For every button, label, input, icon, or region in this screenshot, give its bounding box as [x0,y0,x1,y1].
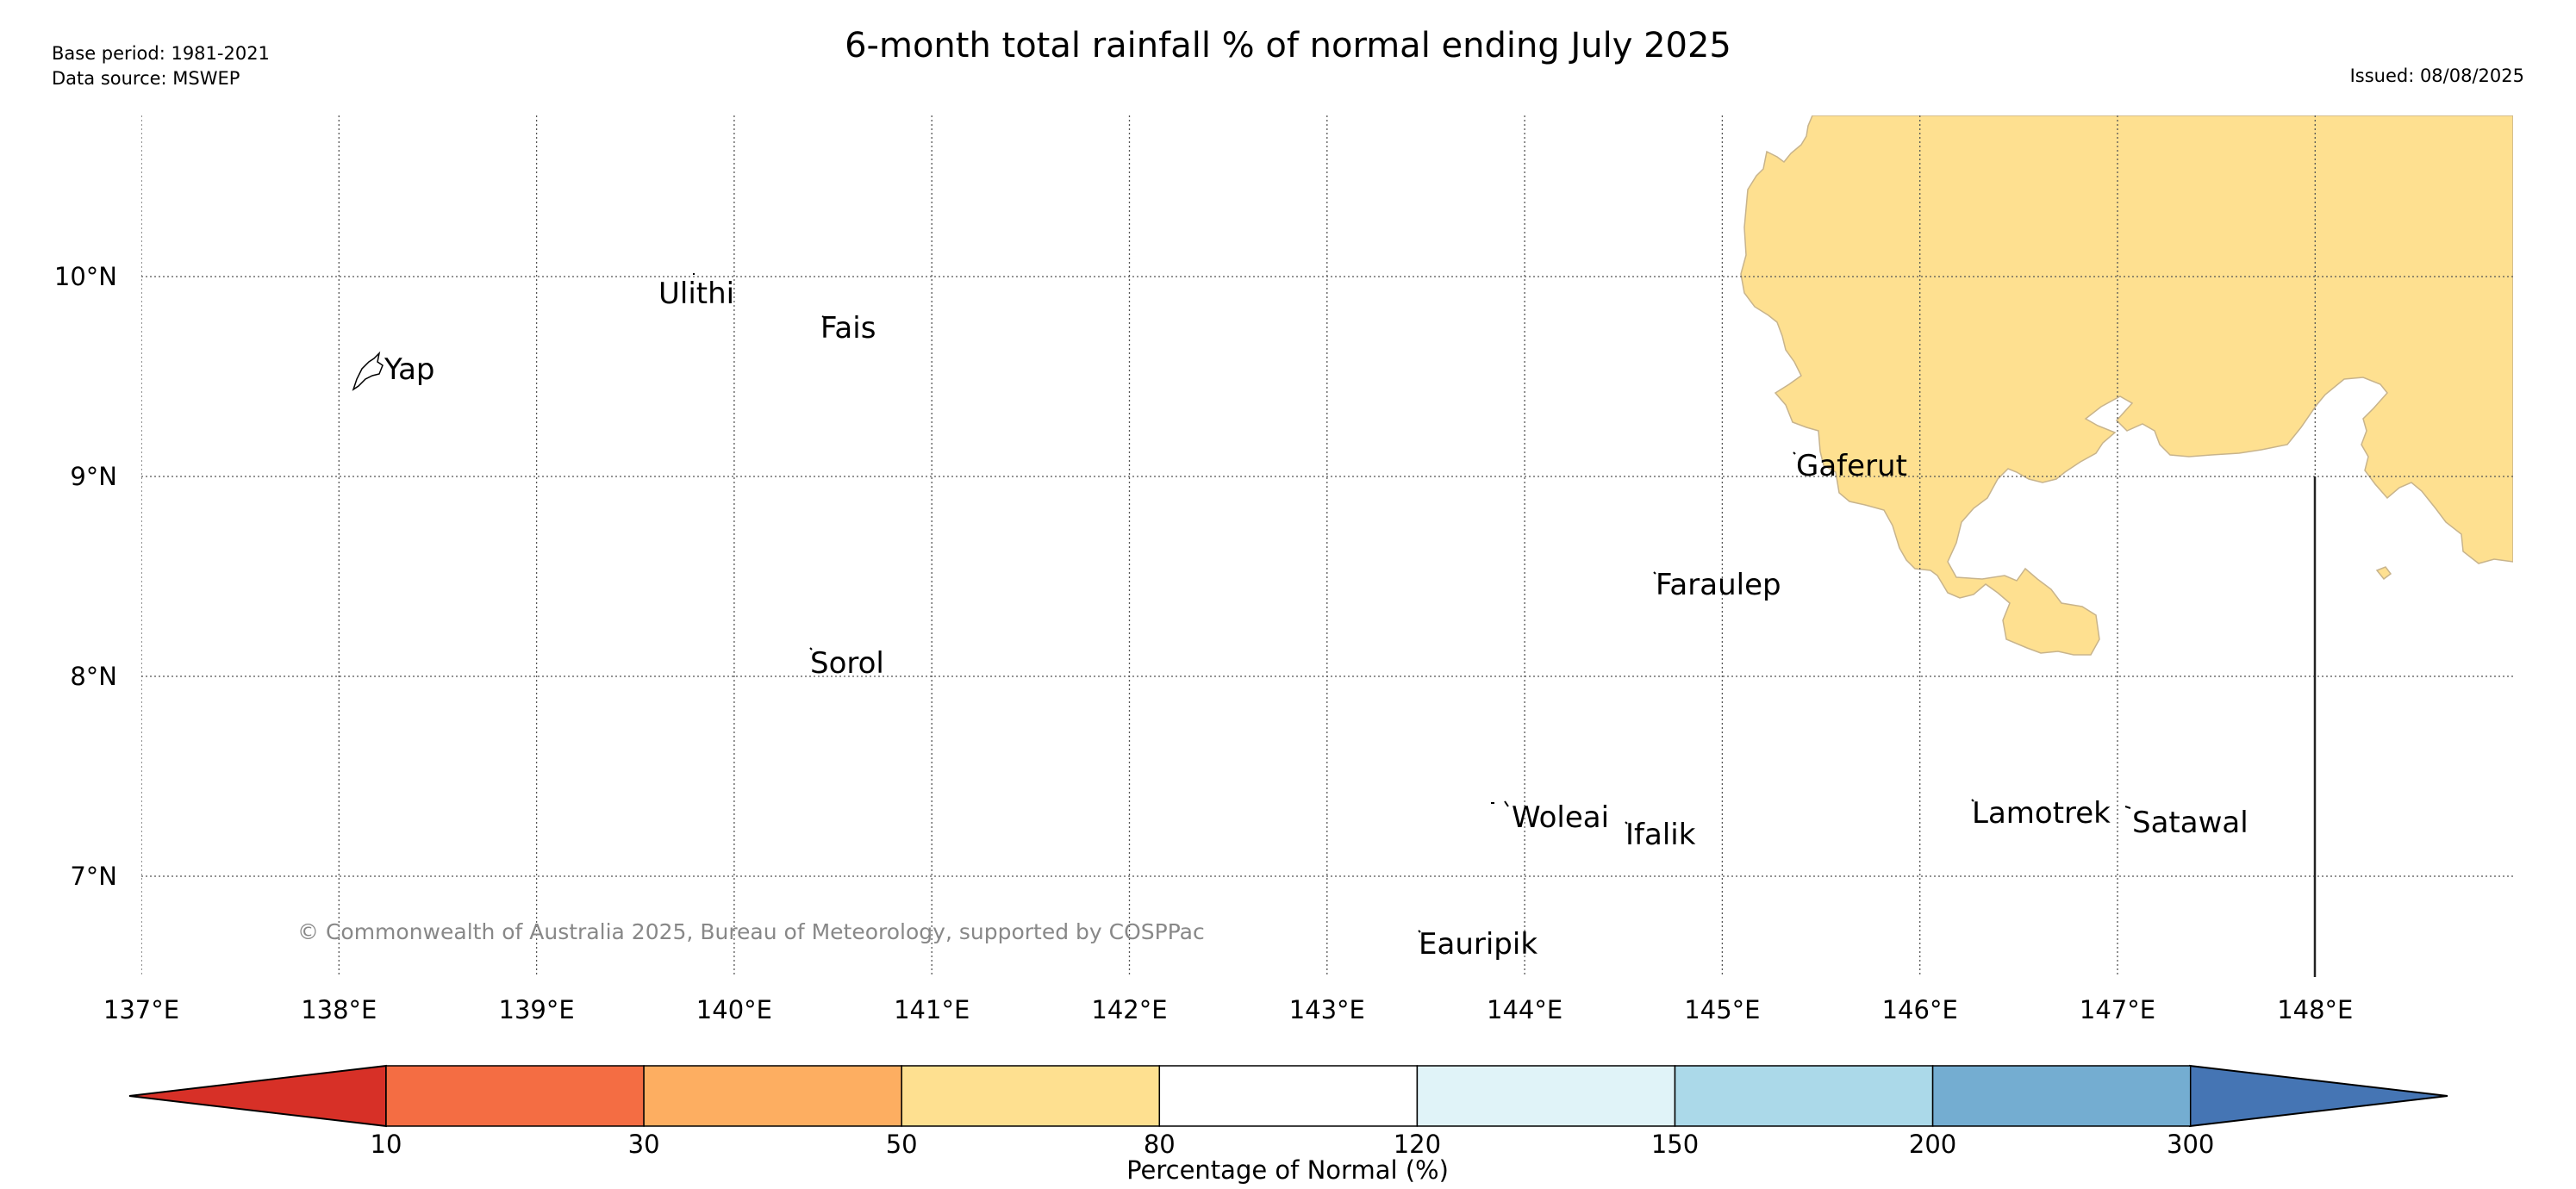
longitude-tick-label: 141°E [894,995,970,1024]
colorbar-tick-label: 50 [886,1130,918,1159]
place-labels: Ulithi Fais Yap Gaferut Faraulep Sorol W… [384,277,2249,962]
longitude-tick-label: 137°E [103,995,179,1024]
map-title: 6-month total rainfall % of normal endin… [845,26,1731,65]
place-label-eauripik: Eauripik [1419,927,1537,962]
base-period: Base period: 1981-2021 [52,43,270,64]
colorbar-tick-label: 10 [371,1130,402,1159]
place-label-faraulep: Faraulep [1656,568,1781,602]
place-label-woleai: Woleai [1512,800,1609,835]
latitude-tick-label: 9°N [70,462,117,491]
longitude-labels: 137°E 138°E 139°E 140°E 141°E 142°E 143°E 144°E… [103,995,2353,1024]
atoll-marks [693,273,2131,933]
latitude-labels: 7°N 8°N 9°N 10°N [54,262,117,891]
latitude-tick-label: 7°N [70,862,117,891]
colorbar-tick-label: 200 [1909,1130,1956,1159]
colorbar-cell [385,1065,645,1127]
colorbar-tick-label: 80 [1144,1130,1176,1159]
colorbar-tick-label: 300 [2167,1130,2214,1159]
rainfall-islet [2375,566,2392,581]
colorbar-tick-label: 120 [1394,1130,1441,1159]
colorbar-cell [1158,1065,1419,1127]
place-label-gaferut: Gaferut [1796,449,1907,483]
latitude-tick-label: 8°N [70,662,117,691]
graticule [141,115,2513,977]
longitude-tick-label: 143°E [1289,995,1365,1024]
map-area [141,115,2513,977]
longitude-tick-label: 146°E [1882,995,1958,1024]
longitude-tick-label: 147°E [2080,995,2155,1024]
place-label-ifalik: Ifalik [1625,818,1696,852]
yap-island [352,351,384,391]
longitude-tick-label: 148°E [2277,995,2353,1024]
issued-date: Issued: 08/08/2025 [2349,65,2524,86]
longitude-tick-label: 144°E [1487,995,1562,1024]
copyright-notice: © Commonwealth of Australia 2025, Bureau… [297,919,1205,944]
map-metadata: Base period: 1981-2021 Data source: MSWE… [52,41,270,91]
longitude-tick-label: 145°E [1684,995,1760,1024]
data-source: Data source: MSWEP [52,68,240,89]
colorbar-cell [1416,1065,1676,1127]
colorbar-cell [1674,1065,1934,1127]
place-label-ulithi: Ulithi [658,277,734,311]
colorbar: 10 30 50 80 120 150 200 300 Percentage of Norma… [128,1064,2448,1185]
rainfall-region [1740,115,2513,656]
longitude-tick-label: 138°E [301,995,377,1024]
place-label-satawal: Satawal [2132,806,2249,840]
colorbar-cell [1931,1065,2192,1127]
place-label-fais: Fais [820,311,876,345]
colorbar-extend-high [2189,1064,2448,1128]
place-label-lamotrek: Lamotrek [1972,796,2111,831]
place-label-yap: Yap [384,352,435,387]
latitude-tick-label: 10°N [54,262,117,291]
colorbar-tick-label: 150 [1651,1130,1699,1159]
colorbar-cell [901,1065,1161,1127]
longitude-tick-label: 142°E [1091,995,1167,1024]
longitude-tick-label: 139°E [499,995,575,1024]
colorbar-tick-label: 30 [628,1130,660,1159]
colorbar-cell [643,1065,902,1127]
longitude-tick-label: 140°E [696,995,772,1024]
colorbar-extend-low [128,1064,387,1128]
place-label-sorol: Sorol [810,646,884,681]
colorbar-title: Percentage of Normal (%) [1126,1155,1449,1185]
